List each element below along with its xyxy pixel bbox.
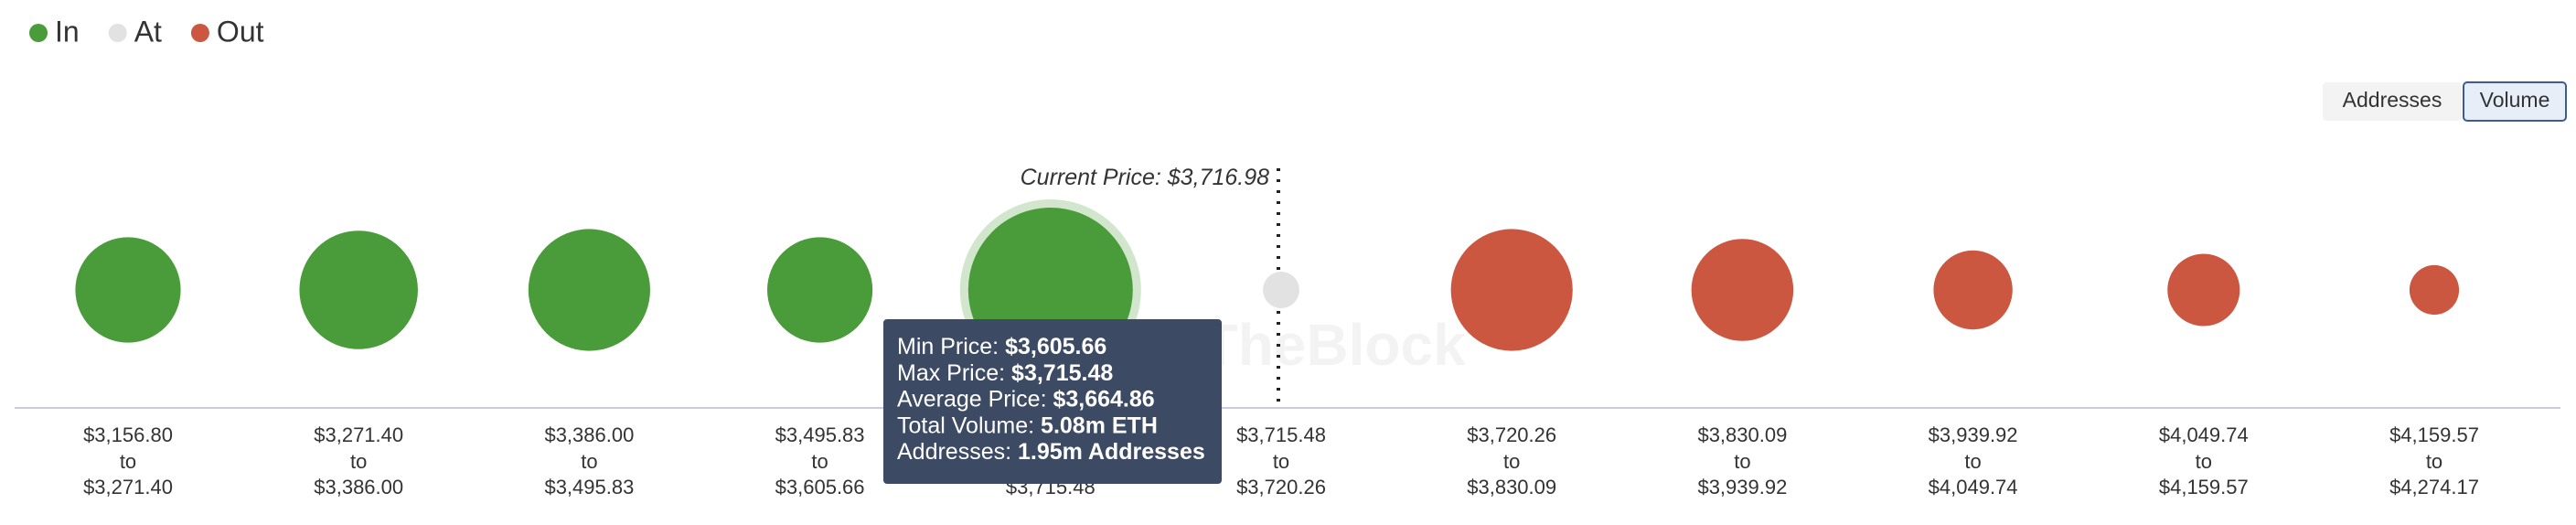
range-from: $3,830.09	[1697, 423, 1787, 446]
range-from: $3,386.00	[544, 423, 634, 446]
range-to: $3,386.00	[314, 476, 403, 498]
range-joiner: to	[581, 450, 597, 473]
range-joiner: to	[120, 450, 136, 473]
bubble[interactable]	[1933, 250, 2013, 330]
tooltip-label: Total Volume:	[897, 412, 1034, 438]
tooltip-value: 5.08m ETH	[1041, 412, 1158, 438]
tooltip-value: $3,715.48	[1011, 359, 1113, 385]
bubble[interactable]	[1691, 239, 1794, 341]
tooltip-bg	[883, 319, 1222, 484]
current-price-label: Current Price:	[1021, 165, 1161, 190]
range-joiner: to	[1273, 450, 1289, 473]
legend-label: In	[55, 15, 80, 48]
bubble[interactable]	[767, 237, 873, 343]
range-to: $3,605.66	[775, 476, 865, 498]
range-joiner: to	[1964, 450, 1981, 473]
range-joiner: to	[1503, 450, 1520, 473]
tooltip-row: Max Price: $3,715.48	[897, 359, 1113, 385]
tooltip-row: Average Price: $3,664.86	[897, 386, 1155, 412]
tooltip-label: Addresses:	[897, 439, 1011, 465]
range-joiner: to	[2196, 450, 2212, 473]
bubble[interactable]	[2167, 253, 2240, 327]
range-from: $3,156.80	[83, 423, 173, 446]
current-price: Current Price: $3,716.98	[1021, 165, 1269, 190]
bubble[interactable]	[528, 229, 650, 351]
button-label: Addresses	[2343, 88, 2442, 112]
range-to: $3,830.09	[1467, 476, 1556, 498]
range-from: $3,939.92	[1929, 423, 2018, 446]
button-label: Volume	[2480, 88, 2550, 112]
range-from: $3,271.40	[314, 423, 403, 446]
range-joiner: to	[2426, 450, 2442, 473]
button-bg	[2463, 81, 2567, 122]
range-to: $3,271.40	[83, 476, 173, 498]
range-to: $4,049.74	[1929, 476, 2018, 498]
bubble[interactable]	[75, 237, 181, 343]
toggle-button[interactable]: Volume	[2463, 81, 2567, 122]
bubble[interactable]	[299, 230, 418, 349]
tooltip-value: 1.95m Addresses	[1018, 439, 1205, 465]
tooltip-label: Max Price:	[897, 359, 1005, 385]
range-to: $3,939.92	[1697, 476, 1787, 498]
legend-marker	[190, 24, 209, 42]
range-joiner: to	[1734, 450, 1750, 473]
bubble[interactable]	[2409, 264, 2460, 316]
tooltip-label: Average Price:	[897, 386, 1047, 412]
legend-marker	[29, 24, 48, 42]
range-joiner: to	[811, 450, 828, 473]
range-to: $3,720.26	[1236, 476, 1326, 498]
tooltip-row: Min Price: $3,605.66	[897, 334, 1106, 359]
bubble[interactable]	[1450, 229, 1573, 351]
legend-label: Out	[217, 15, 264, 48]
legend-marker	[108, 24, 127, 42]
tooltip-row: Total Volume: 5.08m ETH	[897, 412, 1158, 438]
range-to: $3,495.83	[544, 476, 634, 498]
tooltip-value: $3,605.66	[1005, 334, 1106, 359]
tooltip-row: Addresses: 1.95m Addresses	[897, 439, 1205, 465]
legend-label: At	[134, 15, 162, 48]
range-from: $4,049.74	[2159, 423, 2249, 446]
current-price-value: $3,716.98	[1167, 165, 1269, 190]
range-to: $4,274.17	[2389, 476, 2479, 498]
tooltip-label: Min Price:	[897, 334, 999, 359]
range-from: $3,720.26	[1467, 423, 1556, 446]
toggle-button[interactable]: Addresses	[2323, 82, 2462, 121]
range-from: $3,715.48	[1236, 423, 1326, 446]
tooltip-value: $3,664.86	[1053, 386, 1154, 412]
range-from: $4,159.57	[2389, 423, 2479, 446]
range-joiner: to	[350, 450, 367, 473]
bubble[interactable]	[1263, 272, 1299, 308]
range-from: $3,495.83	[775, 423, 865, 446]
range-to: $4,159.57	[2159, 476, 2249, 498]
button-bg	[2323, 82, 2462, 121]
